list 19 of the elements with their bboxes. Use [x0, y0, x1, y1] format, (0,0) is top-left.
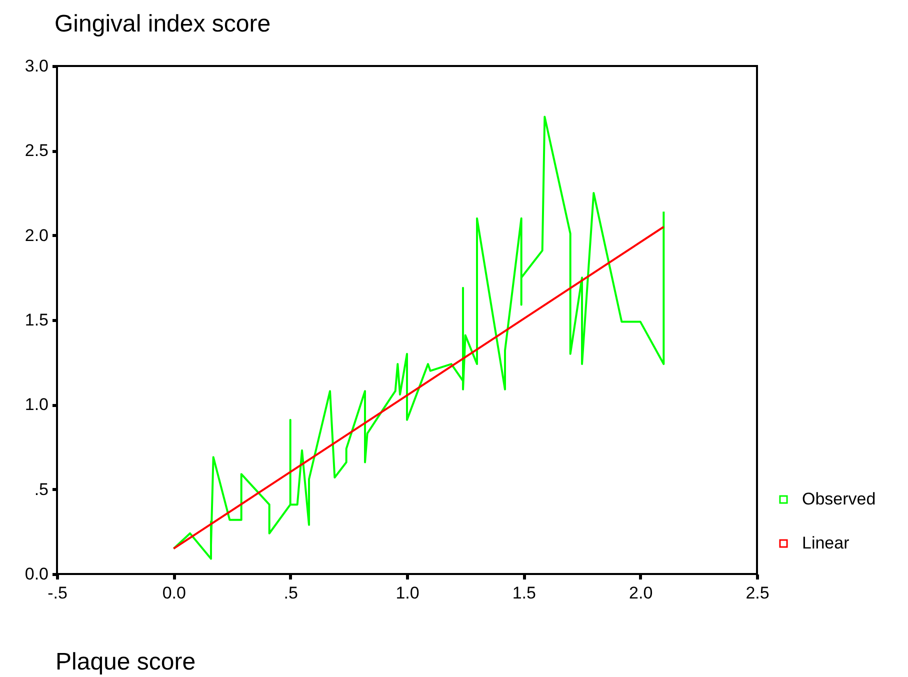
y-tick-label: .5	[34, 480, 48, 499]
x-tick-label: -.5	[48, 584, 68, 602]
legend-label: Linear	[802, 534, 850, 552]
x-tick-label: 2.0	[629, 584, 653, 602]
y-tick-label: 2.5	[24, 141, 48, 160]
y-axis-title: Gingival index score	[54, 10, 271, 38]
y-tick-label: 1.5	[24, 310, 48, 330]
line-series	[172, 116, 665, 560]
legend-label: Observed	[802, 490, 876, 508]
y-tick-label: 3.0	[24, 56, 48, 76]
y-tick-label: 1.0	[24, 395, 48, 414]
x-tick-label: 2.5	[746, 584, 770, 602]
x-tick-label: 0.0	[162, 584, 186, 602]
y-tick-label: 0.0	[24, 564, 48, 584]
x-axis-title: Plaque score	[56, 648, 196, 676]
x-tick-label: .5	[284, 584, 298, 602]
y-tick-label: 2.0	[24, 226, 48, 245]
x-tick-label: 1.5	[512, 584, 536, 602]
x-tick-label: 1.0	[396, 584, 420, 602]
